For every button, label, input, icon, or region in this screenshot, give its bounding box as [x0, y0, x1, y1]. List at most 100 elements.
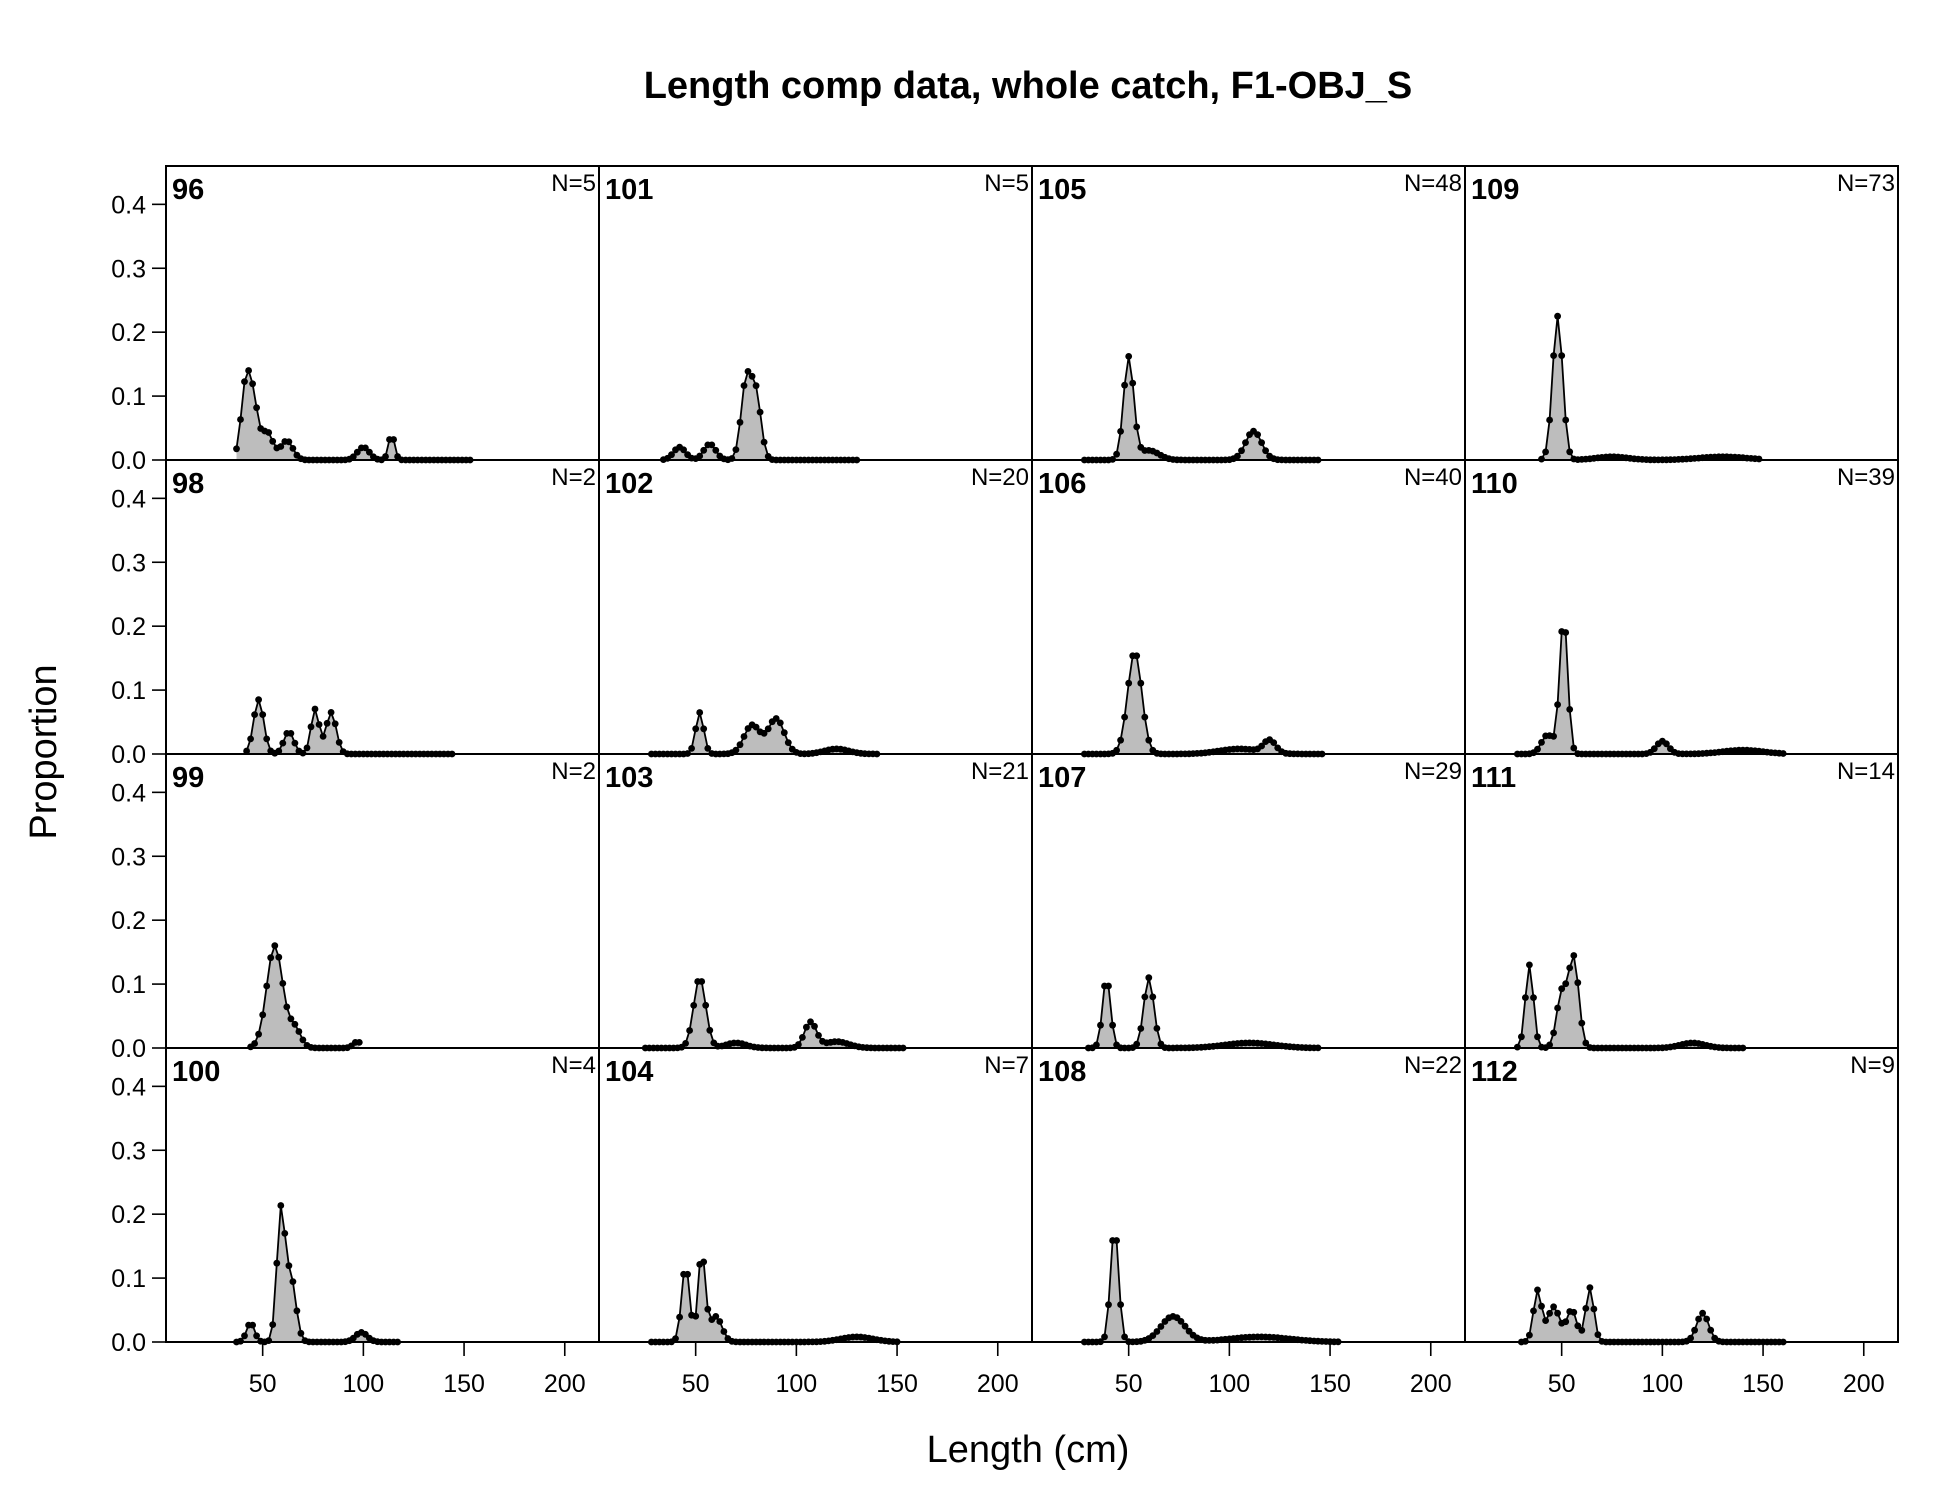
- data-point: [1534, 745, 1541, 753]
- y-tick-label: 0.1: [111, 677, 146, 705]
- data-point: [776, 719, 784, 727]
- data-point: [243, 747, 251, 755]
- data-point: [1117, 1301, 1124, 1308]
- data-point: [1542, 1317, 1549, 1324]
- data-point: [295, 1028, 303, 1035]
- panel-frame: [598, 459, 1033, 755]
- data-point: [764, 725, 772, 733]
- panel-frame: [165, 459, 600, 755]
- data-point: [251, 1040, 258, 1047]
- data-point: [253, 1332, 260, 1340]
- data-point: [1153, 1328, 1161, 1335]
- data-point: [784, 739, 792, 746]
- data-point: [259, 1011, 267, 1019]
- data-point: [1121, 381, 1128, 389]
- data-point: [740, 733, 748, 740]
- data-point: [1550, 352, 1557, 359]
- data-point: [1707, 1326, 1715, 1334]
- data-point: [672, 1335, 679, 1342]
- data-point: [1570, 744, 1578, 752]
- data-point: [1121, 713, 1128, 721]
- panel-area: [1517, 631, 1784, 754]
- data-point: [303, 744, 311, 752]
- data-point: [702, 1001, 710, 1009]
- panel-frame: [1464, 459, 1899, 755]
- y-tick-label: 0.0: [111, 741, 146, 769]
- data-point: [1137, 679, 1145, 687]
- panel-area: [236, 370, 471, 460]
- panel-107: 107 N=29: [1031, 753, 1466, 1052]
- data-point: [1586, 1284, 1594, 1291]
- data-point: [1566, 448, 1574, 456]
- data-point: [1691, 1326, 1698, 1334]
- data-point: [259, 711, 267, 718]
- data-point: [752, 382, 760, 390]
- data-point: [249, 380, 256, 388]
- data-point: [283, 1003, 291, 1011]
- panel-line: [236, 1205, 398, 1343]
- panel-n-label: N=22: [1404, 1052, 1462, 1079]
- panel-106: 106 N=40: [1031, 459, 1466, 758]
- data-point: [684, 1270, 691, 1278]
- data-point: [1105, 982, 1112, 990]
- data-point: [1578, 1326, 1586, 1334]
- panel-108: 108 N=22: [1031, 1047, 1466, 1346]
- data-point: [748, 372, 756, 380]
- data-point: [1117, 736, 1124, 744]
- data-point: [736, 741, 744, 749]
- data-point: [1109, 1021, 1116, 1029]
- data-point: [247, 735, 255, 743]
- data-point: [349, 453, 357, 461]
- data-point: [795, 1041, 802, 1048]
- data-point: [263, 982, 271, 990]
- y-tick-label: 0.3: [111, 255, 146, 283]
- data-point: [1518, 1033, 1525, 1041]
- panel-area: [250, 945, 360, 1048]
- data-point: [255, 1030, 262, 1038]
- data-point: [682, 1040, 689, 1047]
- panel-label: 112: [1471, 1056, 1518, 1088]
- panel-n-label: N=29: [1404, 758, 1462, 785]
- data-point: [1574, 1322, 1582, 1330]
- x-tick-label: 150: [1742, 1370, 1784, 1398]
- panel-99: 99 N=2: [165, 753, 600, 1052]
- data-point: [1695, 1315, 1702, 1323]
- y-tick-label: 0.3: [111, 843, 146, 871]
- data-point: [1238, 447, 1245, 455]
- data-point: [1542, 448, 1549, 456]
- panel-n-label: N=39: [1837, 464, 1895, 491]
- data-point: [1590, 1305, 1598, 1313]
- panel-n-label: N=14: [1837, 758, 1895, 785]
- data-point: [696, 709, 704, 716]
- data-point: [297, 1329, 305, 1337]
- panel-105: 105 N=48: [1031, 165, 1466, 464]
- panel-label: 109: [1471, 174, 1519, 206]
- data-point: [293, 1307, 301, 1315]
- panel-label: 111: [1471, 762, 1516, 794]
- data-point: [692, 1312, 700, 1320]
- data-point: [815, 1032, 822, 1039]
- panel-label: 108: [1038, 1056, 1086, 1088]
- x-tick-label: 50: [249, 1370, 277, 1398]
- x-tick-label: 200: [544, 1370, 586, 1398]
- data-point: [255, 696, 262, 704]
- panel-label: 110: [1471, 468, 1518, 500]
- data-point: [1554, 312, 1561, 320]
- data-point: [1125, 353, 1133, 360]
- data-point: [1546, 1309, 1553, 1317]
- panel-label: 107: [1038, 762, 1086, 794]
- x-tick-label: 50: [1548, 1370, 1576, 1398]
- data-point: [1570, 1308, 1578, 1316]
- data-point: [299, 1036, 307, 1044]
- data-point: [253, 404, 260, 412]
- panel-frame: [165, 1047, 600, 1343]
- data-point: [1113, 1237, 1120, 1244]
- panel-111: 111 N=14: [1464, 753, 1899, 1052]
- data-point: [1141, 993, 1149, 1001]
- data-point: [756, 408, 764, 416]
- data-point: [1101, 1333, 1108, 1341]
- panel-label: 102: [605, 468, 653, 500]
- data-point: [1566, 706, 1574, 713]
- data-point: [1129, 379, 1137, 387]
- data-point: [1687, 1334, 1694, 1342]
